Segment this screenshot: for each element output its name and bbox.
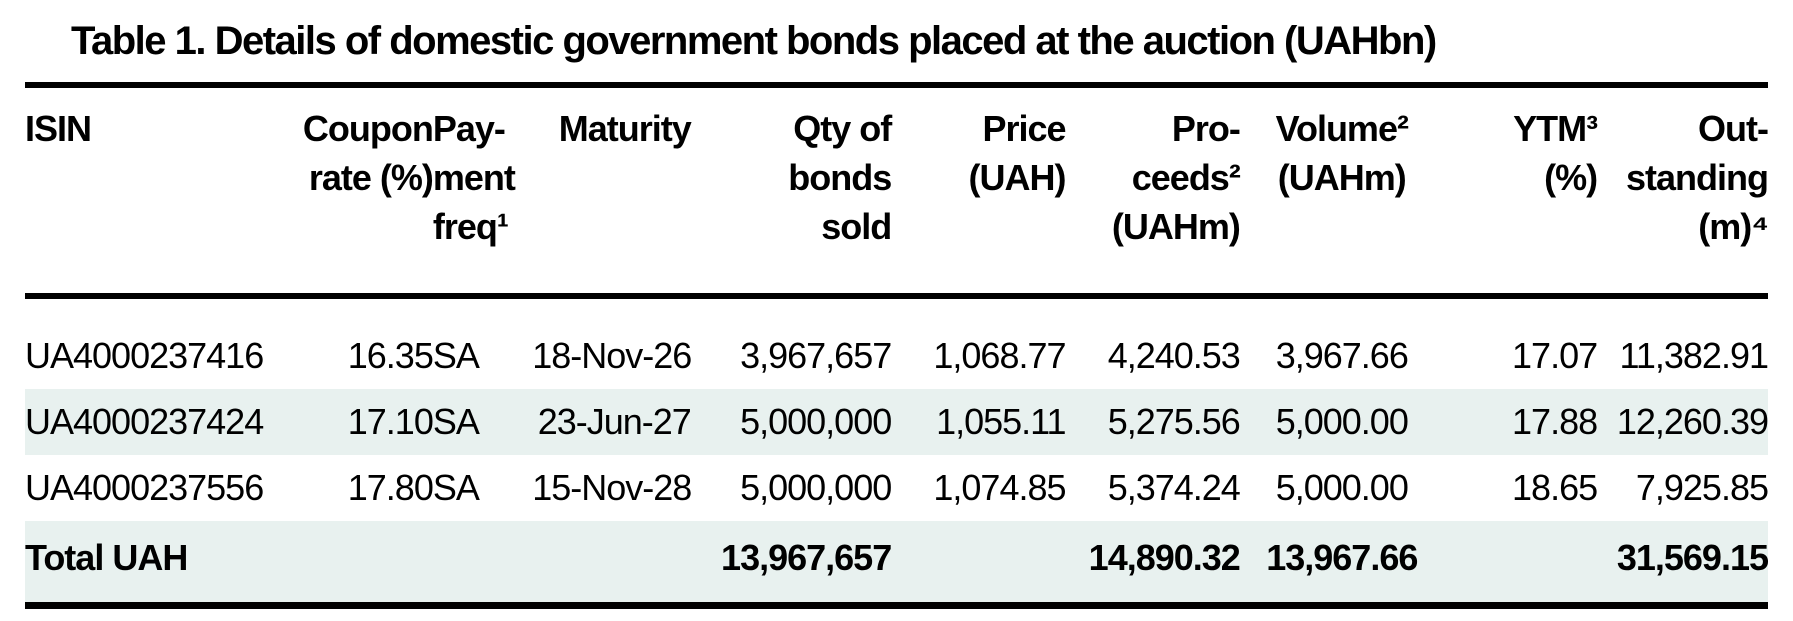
column-header-price: Price (UAH) bbox=[891, 88, 1067, 299]
cell-volume: 13,967.66 bbox=[1239, 521, 1444, 609]
column-header-volume: Volume² (UAHm) bbox=[1239, 88, 1444, 299]
bonds-table: ISIN Coupon rate (%) Pay- ment freq¹ Maturi… bbox=[25, 88, 1769, 609]
cell-maturity: 15-Nov-28 bbox=[532, 467, 692, 508]
column-header-isin: ISIN bbox=[25, 88, 266, 299]
column-header-freq: Pay- ment freq¹ bbox=[432, 88, 533, 299]
cell-outstanding: 7,925.85 bbox=[1635, 467, 1769, 508]
header-row: ISIN Coupon rate (%) Pay- ment freq¹ Maturi… bbox=[25, 88, 1769, 299]
cell-coupon: 17.10 bbox=[347, 401, 434, 442]
title-rule bbox=[25, 82, 1768, 88]
table-title: Table 1. Details of domestic government … bbox=[71, 19, 1437, 63]
column-header-coupon: Coupon rate (%) bbox=[265, 88, 434, 299]
cell-volume: 3,967.66 bbox=[1275, 335, 1409, 376]
cell-price: 1,074.85 bbox=[933, 467, 1066, 508]
column-header-outstanding: Out- standing (m)⁴ bbox=[1597, 88, 1769, 299]
cell-isin: Total UAH bbox=[25, 521, 266, 609]
cell-isin: UA4000237416 bbox=[25, 335, 264, 376]
cell-ytm: 17.88 bbox=[1512, 401, 1598, 442]
column-header-proceeds: Pro- ceeds² (UAHm) bbox=[1065, 88, 1241, 299]
cell-maturity: 23-Jun-27 bbox=[537, 401, 692, 442]
cell-freq: SA bbox=[432, 335, 480, 376]
cell-isin: UA4000237424 bbox=[25, 401, 264, 442]
cell-ytm: 17.07 bbox=[1512, 335, 1598, 376]
cell-proceeds: 5,275.56 bbox=[1107, 401, 1241, 442]
cell-price: 1,068.77 bbox=[933, 335, 1066, 376]
cell-price bbox=[891, 521, 1066, 609]
column-header-qty: Qty of bonds sold bbox=[690, 88, 892, 299]
column-header-maturity: Maturity bbox=[532, 88, 692, 299]
cell-coupon: 16.35 bbox=[347, 335, 434, 376]
cell-maturity: 18-Nov-26 bbox=[532, 335, 692, 376]
cell-freq: SA bbox=[432, 401, 480, 442]
cell-qty: 5,000,000 bbox=[740, 401, 892, 442]
cell-proceeds: 5,374.24 bbox=[1107, 467, 1241, 508]
table-row: UA4000237416 16.35 SA 18-Nov-26 3,967,657 1,0… bbox=[25, 296, 1769, 389]
table-row: UA4000237424 17.10 SA 23-Jun-27 5,000,000 1,0… bbox=[25, 389, 1769, 455]
cell-outstanding: 12,260.39 bbox=[1616, 401, 1769, 442]
column-header-ytm: YTM³ (%) bbox=[1443, 88, 1598, 299]
cell-qty: 13,967,657 bbox=[690, 521, 892, 609]
table-header: ISIN Coupon rate (%) Pay- ment freq¹ Maturi… bbox=[25, 88, 1769, 299]
cell-proceeds: 4,240.53 bbox=[1107, 335, 1241, 376]
cell-outstanding: 11,382.91 bbox=[1619, 335, 1769, 376]
cell-volume: 5,000.00 bbox=[1275, 467, 1409, 508]
cell-price: 1,055.11 bbox=[936, 401, 1066, 442]
cell-qty: 3,967,657 bbox=[740, 335, 892, 376]
cell-maturity bbox=[532, 521, 691, 609]
cell-proceeds: 14,890.32 bbox=[1065, 521, 1241, 609]
cell-isin: UA4000237556 bbox=[25, 467, 264, 508]
cell-volume: 5,000.00 bbox=[1275, 401, 1409, 442]
cell-ytm: 18.65 bbox=[1512, 467, 1598, 508]
cell-ytm bbox=[1443, 521, 1598, 609]
cell-outstanding: 31,569.15 bbox=[1597, 521, 1769, 609]
cell-coupon: 17.80 bbox=[347, 467, 434, 508]
table-row: UA4000237556 17.80 SA 15-Nov-28 5,000,000 1,0… bbox=[25, 455, 1769, 521]
cell-freq bbox=[432, 521, 533, 609]
total-row: Total UAH 13,967,657 14,890.32 13,967.66 31,… bbox=[25, 521, 1769, 609]
cell-freq: SA bbox=[432, 467, 480, 508]
cell-coupon bbox=[265, 521, 433, 609]
cell-qty: 5,000,000 bbox=[740, 467, 892, 508]
table-body: UA4000237416 16.35 SA 18-Nov-26 3,967,657 1,0… bbox=[25, 296, 1769, 609]
